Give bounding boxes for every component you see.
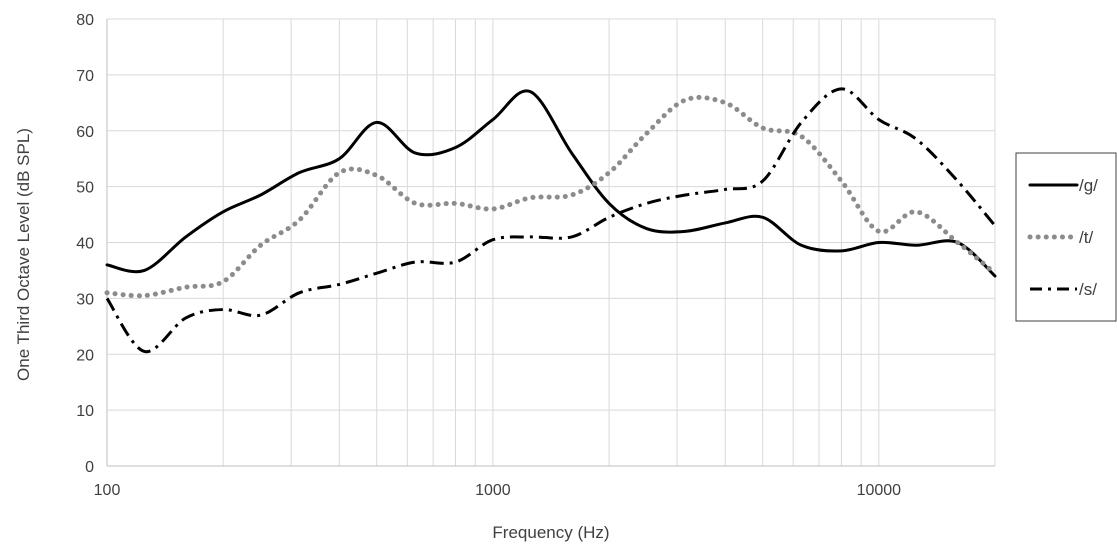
x-tick-label: 1000 [475, 482, 511, 499]
y-tick-label: 40 [76, 236, 94, 253]
series-lines [104, 87, 998, 353]
y-axis-title: One Third Octave Level (dB SPL) [14, 128, 33, 381]
y-tick-label: 70 [76, 68, 94, 85]
x-tick-label: 10000 [857, 482, 902, 499]
x-tick-labels: 100 1000 10000 [94, 482, 902, 499]
y-tick-label: 0 [85, 459, 94, 476]
y-tick-label: 50 [76, 180, 94, 197]
legend-box [1015, 152, 1117, 322]
legend-label-2: /t/ [1079, 228, 1093, 247]
y-tick-labels: 0 10 20 30 40 50 60 70 80 [76, 12, 94, 476]
y-tick-label: 60 [76, 124, 94, 141]
legend-label-1: /g/ [1079, 176, 1098, 195]
legend: /g/ /t/ /s/ [1015, 152, 1117, 322]
x-tick-label: 100 [94, 482, 121, 499]
x-axis-title: Frequency (Hz) [492, 523, 609, 542]
y-tick-label: 10 [76, 403, 94, 420]
grid [106, 18, 996, 467]
legend-label-3: /s/ [1079, 280, 1097, 299]
y-tick-label: 30 [76, 291, 94, 308]
y-tick-label: 80 [76, 12, 94, 29]
series-line-1 [105, 89, 997, 278]
series-line-2 [104, 94, 998, 299]
y-tick-label: 20 [76, 347, 94, 364]
series-line-3 [105, 87, 997, 353]
axes [106, 19, 995, 467]
